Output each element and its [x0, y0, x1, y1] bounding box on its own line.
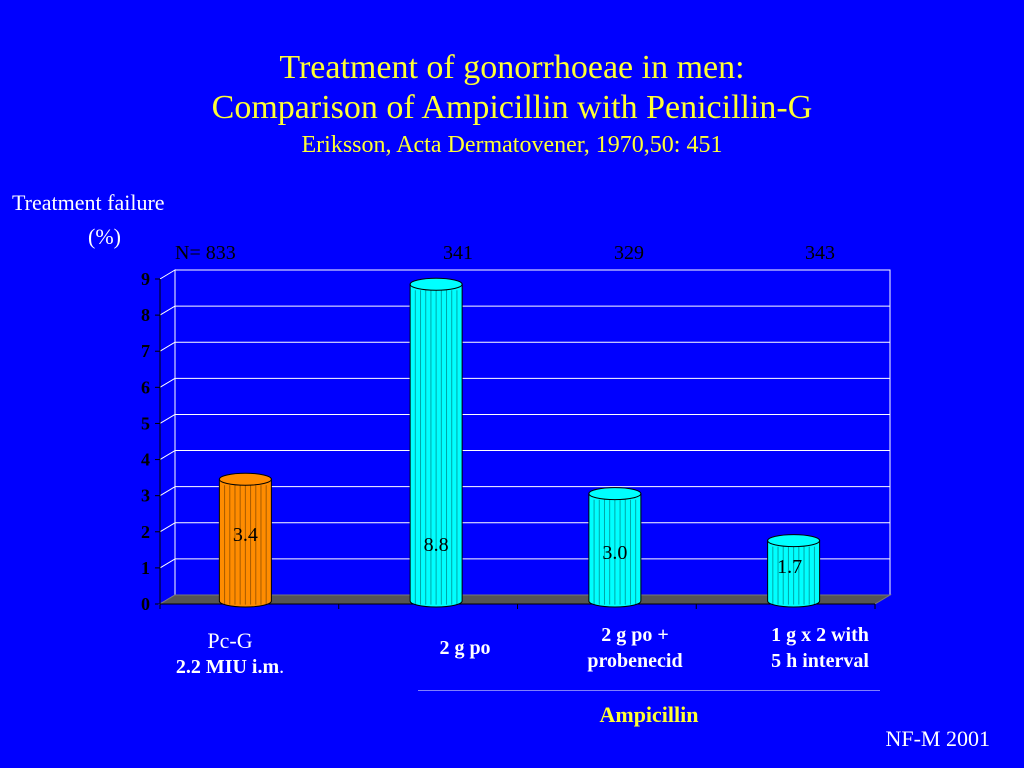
bar-body [409, 283, 463, 608]
gridline-side [159, 377, 176, 388]
gridline-side [159, 305, 176, 316]
slide-title-line2: Comparison of Ampicillin with Penicillin… [211, 89, 813, 126]
bar-value-label: 3.4 [233, 524, 258, 546]
bar-body [767, 540, 821, 608]
y-tick-label: 7 [141, 341, 150, 361]
footer-credit: NF-M 2001 [885, 726, 990, 751]
y-tick-label: 1 [141, 558, 150, 578]
x-label-pcg-line2-text: 2.2 MIU i.m [175, 656, 280, 678]
y-tick-label: 5 [141, 413, 150, 433]
x-label-pcg-line2-suffix: . [279, 656, 285, 678]
bar-body [588, 493, 642, 608]
y-tick-label: 2 [141, 522, 150, 542]
bar-value-label: 1.7 [777, 556, 802, 578]
bar-4: 1.7 [767, 534, 821, 608]
bar-top [588, 487, 642, 501]
x-label-probenecid: 2 g po + probenecid [555, 622, 715, 674]
bar-top [218, 472, 272, 486]
ampicillin-group-rule [418, 690, 880, 691]
x-label-2g-po: 2 g po [395, 635, 535, 661]
gridline-side [159, 558, 176, 569]
title-block: Treatment of gonorrhoeae in men: Compari… [0, 48, 1024, 160]
y-axis-label-line2: (%) [88, 224, 121, 249]
gridline-side [159, 414, 176, 424]
y-tick-label: 8 [141, 305, 150, 325]
bar-2: 8.8 [409, 277, 463, 608]
bar-top [767, 534, 821, 548]
n-label-4: 343 [805, 242, 835, 264]
side-wall [159, 269, 176, 605]
x-label-interval-line2: 5 h interval [771, 650, 869, 672]
bar-1: 3.4 [218, 472, 272, 608]
x-label-pcg-line2: 2.2 MIU i.m. [150, 654, 310, 680]
x-label-probenecid-line1: 2 g po + [601, 624, 669, 646]
x-label-2g-po-line1: 2 g po [439, 637, 491, 659]
x-label-interval: 1 g x 2 with 5 h interval [740, 622, 900, 674]
y-tick-label: 3 [141, 486, 150, 506]
y-tick-label: 6 [141, 377, 150, 397]
y-axis-label-line1: Treatment failure [12, 190, 165, 215]
bar-body [218, 478, 272, 608]
gridline-side [159, 486, 176, 497]
y-tick-label: 0 [141, 594, 150, 614]
y-tick-label: 4 [141, 450, 150, 470]
x-label-pcg-line1: Pc-G [207, 628, 253, 653]
x-label-pcg: Pc-G 2.2 MIU i.m. [150, 628, 310, 680]
slide-subtitle: Eriksson, Acta Dermatovener, 1970,50: 45… [301, 132, 723, 158]
gridline-side [159, 341, 176, 352]
n-label-3: 329 [614, 242, 644, 264]
bar-value-label: 3.0 [602, 542, 627, 564]
x-label-interval-line1: 1 g x 2 with [771, 624, 869, 646]
ampicillin-group-label: Ampicillin [599, 702, 699, 727]
x-label-probenecid-line2: probenecid [587, 650, 683, 672]
gridline-side [159, 450, 176, 460]
bar-3: 3.0 [588, 487, 642, 608]
n-label-2: 341 [443, 242, 473, 264]
bar-top [409, 277, 463, 291]
gridline-side [159, 522, 176, 533]
y-tick-label: 9 [141, 269, 150, 289]
bar-value-label: 8.8 [424, 534, 449, 556]
n-label-1: N= 833 [175, 242, 236, 264]
slide-title-line1: Treatment of gonorrhoeae in men: [279, 49, 745, 86]
